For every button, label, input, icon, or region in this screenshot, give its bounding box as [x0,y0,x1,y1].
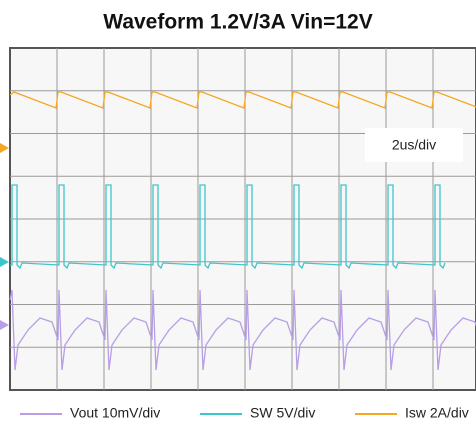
channel-marker [0,143,9,153]
annotation: 2us/div [392,137,436,153]
channel-marker [0,320,9,330]
legend-label: Isw 2A/div [405,405,469,421]
legend-label: Vout 10mV/div [70,405,160,421]
isw-trace [9,91,476,109]
title: Waveform 1.2V/3A Vin=12V [103,11,372,34]
annotation-box [365,128,463,162]
legend-label: SW 5V/div [250,405,315,421]
waveforms [0,91,476,371]
channel-marker [0,257,9,267]
legend: Vout 10mV/div SW 5V/div Isw 2A/div [20,405,469,421]
vout-trace [9,289,476,371]
sw-trace [10,184,446,270]
